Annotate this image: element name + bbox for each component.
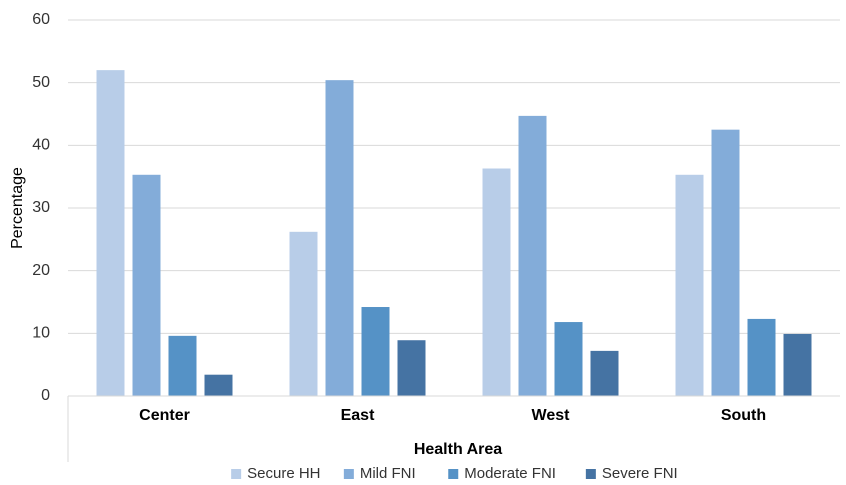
x-category-label: West [532,407,571,424]
y-tick-label: 10 [32,325,50,342]
bar [96,70,125,396]
legend-label: Secure HH [247,465,320,482]
y-tick-label: 60 [32,11,50,28]
bar [325,80,354,396]
legend-item: Mild FNI [343,465,416,482]
y-tick-label: 0 [41,387,50,404]
bar [747,318,776,396]
y-axis-title: Percentage [9,167,26,249]
bar [518,115,547,396]
bar [168,335,197,396]
bar [289,231,318,396]
y-axis-ticks: 0 10 20 30 40 50 60 [32,11,50,404]
bar [361,307,390,396]
legend-label: Mild FNI [360,465,416,482]
legend-swatch [343,469,354,479]
y-tick-label: 50 [32,74,50,91]
x-axis-frame [67,395,840,462]
bar [132,174,161,396]
legend-swatch [448,469,459,479]
y-tick-label: 40 [32,137,50,154]
legend-swatch [231,469,242,479]
x-axis-title: Health Area [414,441,502,458]
x-category-label: South [721,407,766,424]
y-tick-label: 20 [32,262,50,279]
legend-swatch [585,469,596,479]
x-category-label: Center [139,407,190,424]
legend-item: Secure HH [231,465,321,482]
bar [675,174,704,396]
bar [711,129,740,396]
gridlines [68,19,840,334]
bar [204,374,233,396]
legend-item: Severe FNI [585,465,678,482]
y-tick-label: 30 [32,199,50,216]
x-axis-categories: Center East West South [139,407,766,424]
x-category-label: East [341,407,375,424]
bar [397,340,426,396]
bar [590,350,619,396]
legend-item: Moderate FNI [448,465,556,482]
legend-label: Severe FNI [602,465,678,482]
bar [482,168,511,396]
legend-label: Moderate FNI [464,465,556,482]
bars [96,70,812,396]
bar [554,322,583,396]
bar [783,333,812,396]
legend: Secure HH Mild FNI Moderate FNI Severe FNI [231,465,678,482]
